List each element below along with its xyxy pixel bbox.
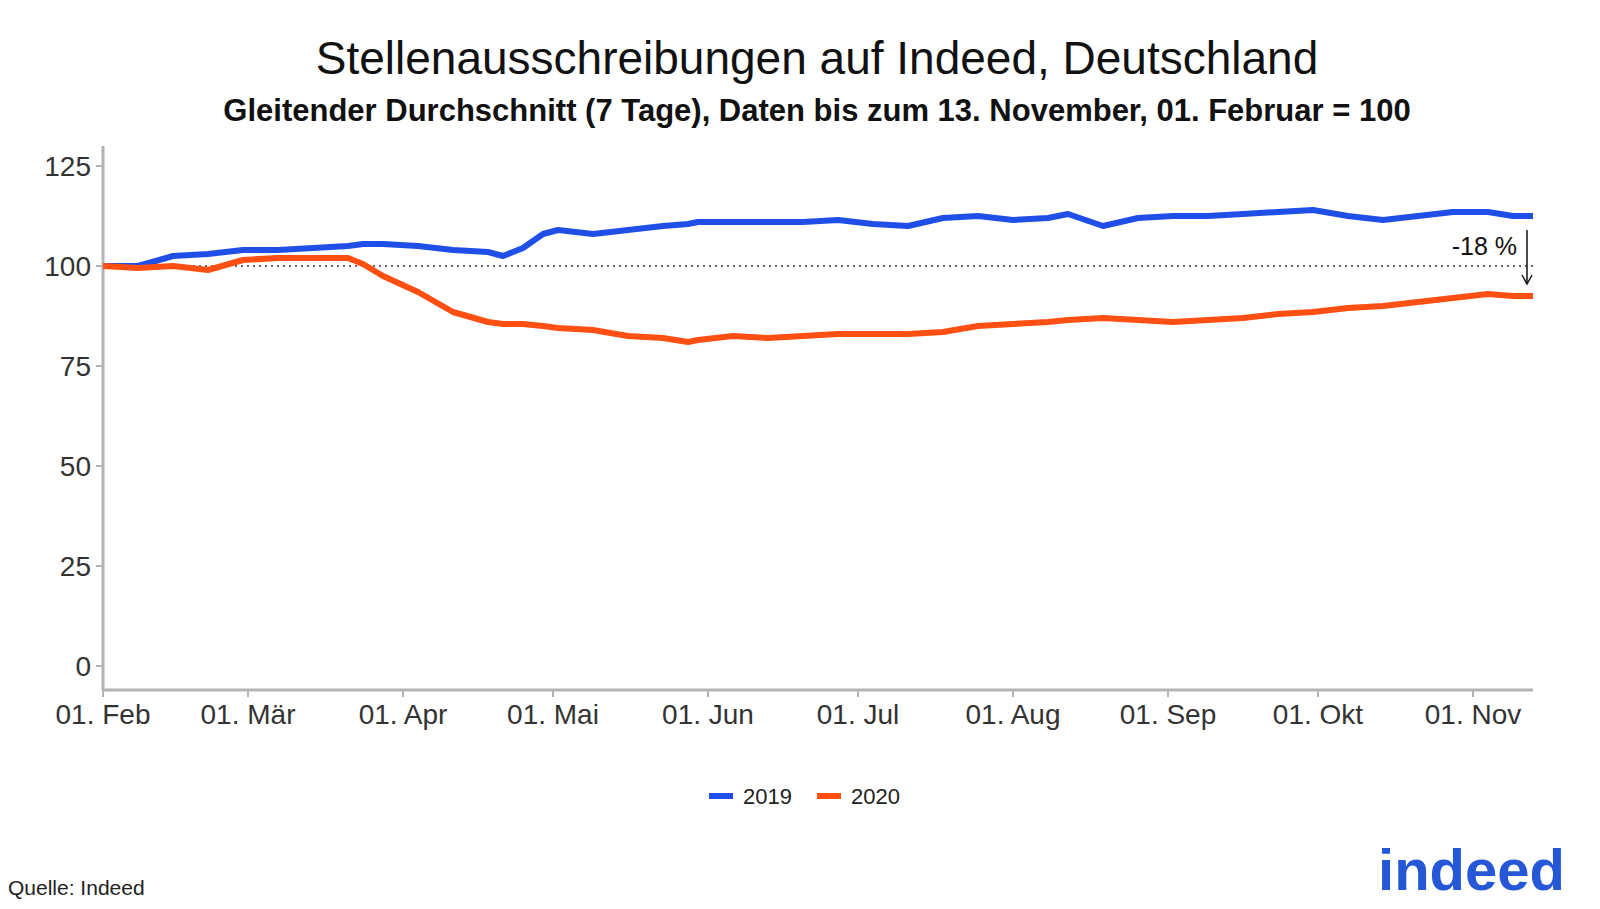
title: Stellenausschreibungen auf Indeed, Deuts… — [316, 32, 1319, 84]
y-tick — [96, 465, 103, 467]
x-tick — [247, 690, 249, 697]
legend-label: 2019 — [743, 784, 792, 809]
series-line — [103, 258, 1533, 342]
x-tick-label: 01. Jun — [662, 699, 754, 730]
x-tick-label: 01. Nov — [1425, 699, 1522, 730]
annotation-text: -18 % — [1452, 232, 1517, 260]
y-tick — [96, 665, 103, 667]
x-tick — [1012, 690, 1014, 697]
x-tick — [707, 690, 709, 697]
y-tick — [96, 165, 103, 167]
logo: indeed — [1378, 837, 1565, 902]
y-tick — [96, 365, 103, 367]
x-tick-label: 01. Mär — [201, 699, 296, 730]
reference-line — [103, 265, 1533, 267]
y-tick-label: 100 — [44, 251, 91, 282]
legend-label: 2020 — [851, 784, 900, 809]
x-tick-label: 01. Feb — [56, 699, 151, 730]
y-tick-label: 75 — [60, 351, 91, 382]
x-tick — [857, 690, 859, 697]
plot-area — [103, 210, 1533, 342]
y-axis — [102, 146, 105, 690]
x-tick-label: 01. Okt — [1273, 699, 1363, 730]
chart: Stellenausschreibungen auf Indeed, Deuts… — [0, 0, 1600, 909]
y-tick — [96, 265, 103, 267]
x-tick-label: 01. Apr — [359, 699, 448, 730]
x-tick-label: 01. Aug — [966, 699, 1061, 730]
y-tick-label: 50 — [60, 451, 91, 482]
y-tick-label: 25 — [60, 551, 91, 582]
y-tick-label: 0 — [75, 651, 91, 682]
y-tick — [96, 565, 103, 567]
legend-swatch — [709, 793, 733, 799]
annotation-arrow — [1526, 230, 1528, 284]
x-tick — [402, 690, 404, 697]
legend-swatch — [817, 793, 841, 799]
x-tick-label: 01. Sep — [1120, 699, 1217, 730]
x-tick — [1472, 690, 1474, 697]
source: Quelle: Indeed — [8, 876, 145, 899]
x-tick-label: 01. Jul — [817, 699, 900, 730]
x-tick-label: 01. Mai — [507, 699, 599, 730]
x-tick — [1317, 690, 1319, 697]
y-tick-label: 125 — [44, 151, 91, 182]
x-tick — [102, 690, 104, 697]
x-tick — [1167, 690, 1169, 697]
x-tick — [552, 690, 554, 697]
subtitle: Gleitender Durchschnitt (7 Tage), Daten … — [223, 93, 1410, 128]
annotation-arrowhead — [1522, 275, 1532, 284]
